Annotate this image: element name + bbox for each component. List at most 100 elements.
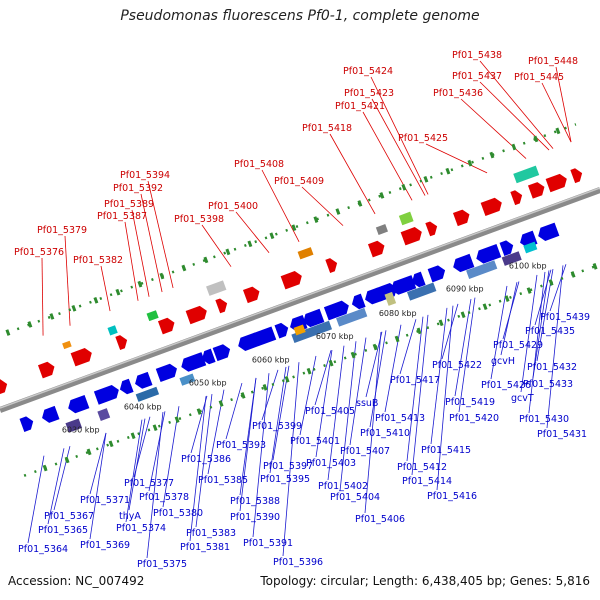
gene-label-bottom: Pf01_5410: [360, 428, 410, 439]
callout-line-bottom: [269, 366, 287, 474]
callout-line-bottom: [349, 337, 367, 446]
gene-label-bottom: Pf01_5404: [330, 492, 380, 503]
forward-strand-gene: [242, 286, 260, 304]
callout-line-bottom: [502, 281, 520, 340]
track-tick: [489, 151, 495, 159]
gene-label-bottom: Pf01_5439: [540, 312, 590, 323]
callout-line-top: [147, 180, 174, 289]
forward-strand-gene: [527, 182, 545, 199]
gene-label-top: Pf01_5445: [514, 72, 564, 83]
kbp-tick-label: 6030 kbp: [62, 425, 100, 434]
track-tick: [570, 271, 576, 278]
gene-label-top: Pf01_5421: [335, 101, 385, 112]
gene-feature-block: [407, 282, 437, 301]
callout-line-bottom: [490, 285, 508, 380]
gene-label-bottom: Pf01_5369: [80, 540, 130, 551]
callout-line-bottom: [133, 416, 151, 478]
gene-feature-block: [398, 211, 414, 226]
track-tick: [93, 296, 99, 304]
forward-strand-gene: [280, 271, 302, 290]
track-tick: [482, 303, 488, 311]
forward-strand-gene: [570, 168, 583, 184]
callout-line-bottom: [272, 365, 290, 461]
gene-label-bottom: Pf01_5419: [445, 397, 495, 408]
reverse-strand-gene: [119, 378, 134, 395]
callout-line-bottom: [546, 265, 564, 429]
reverse-strand-gene: [453, 253, 475, 273]
track-tick: [306, 367, 312, 375]
track-tick: [71, 305, 77, 312]
callout-line-bottom: [339, 341, 357, 492]
track-tick: [467, 159, 473, 167]
gene-feature-block: [97, 408, 111, 421]
gene-label-bottom: Pf01_5429: [493, 340, 543, 351]
gene-label-bottom: Pf01_5365: [38, 525, 88, 536]
gene-label-top: Pf01_5387: [97, 211, 147, 222]
forward-strand-gene: [115, 335, 128, 350]
track-tick: [526, 287, 532, 294]
gene-label-bottom: Pf01_5422: [432, 360, 482, 371]
forward-strand-gene: [37, 361, 55, 379]
gene-label-bottom: Pf01_5431: [537, 429, 587, 440]
callout-line-bottom: [314, 350, 332, 406]
track-tick: [379, 192, 385, 199]
callout-line-bottom: [89, 432, 107, 495]
gene-label-top: Pf01_5400: [208, 201, 258, 212]
gene-label-bottom: Pf01_5374: [116, 523, 166, 534]
gene-label-bottom: Pf01_5413: [375, 413, 425, 424]
gene-label-top: Pf01_5394: [120, 170, 170, 181]
reverse-strand-gene: [68, 394, 90, 414]
track-tick: [203, 256, 209, 264]
track-tick: [5, 329, 11, 336]
gene-label-top: Pf01_5438: [452, 50, 502, 61]
gene-label-bottom: Pf01_5367: [44, 511, 94, 522]
gene-label-bottom: Pf01_5407: [340, 446, 390, 457]
track-tick: [460, 311, 466, 319]
gene-label-top: Pf01_5437: [452, 71, 502, 82]
forward-strand-gene: [425, 221, 438, 237]
track-tick: [115, 288, 121, 296]
gene-label-bottom: Pf01_5380: [153, 508, 203, 519]
track-tick: [416, 327, 422, 335]
gene-label-bottom: Pf01_5401: [290, 436, 340, 447]
gene-label-bottom: Pf01_5388: [230, 496, 280, 507]
kbp-tick-label: 6040 kbp: [124, 403, 162, 412]
gene-feature-block: [297, 247, 314, 260]
gene-feature-block: [291, 320, 333, 344]
gene-feature-block: [466, 260, 498, 279]
kbp-tick-label: 6050 kbp: [189, 379, 227, 388]
track-tick: [401, 184, 407, 191]
reverse-strand-gene: [274, 322, 289, 339]
gene-label-bottom: Pf01_5432: [527, 362, 577, 373]
callout-line-top: [370, 76, 429, 195]
backbone-highlight: [0, 187, 600, 409]
forward-strand-gene: [452, 209, 470, 227]
reverse-strand-gene: [499, 240, 514, 256]
reverse-strand-gene: [411, 271, 426, 288]
gene-label-bottom: gcvT: [511, 393, 534, 404]
outer-track-line: [0, 123, 577, 337]
gene-label-top: Pf01_5382: [73, 255, 123, 266]
gene-label-bottom: Pf01_5417: [390, 375, 440, 386]
track-tick: [313, 216, 319, 223]
callout-line-top: [41, 257, 44, 336]
callout-line-bottom: [125, 419, 143, 523]
callout-line-top: [261, 169, 300, 242]
gene-label-bottom: Pf01_5393: [216, 440, 266, 451]
gene-label-top: Pf01_5376: [14, 247, 64, 258]
callout-line-bottom: [520, 274, 538, 393]
reverse-strand-gene: [538, 222, 560, 241]
kbp-tick-label: 6080 kbp: [379, 309, 417, 318]
gene-label-top: Pf01_5389: [104, 199, 154, 210]
gene-label-bottom: Pf01_5426: [481, 380, 531, 391]
reverse-strand-gene: [135, 371, 153, 389]
gene-label-bottom: Pf01_5433: [523, 379, 573, 390]
genome-backbone: [0, 187, 600, 413]
inner-track-line: [23, 263, 600, 477]
track-tick: [555, 127, 561, 135]
track-tick: [291, 224, 297, 232]
gene-label-bottom: Pf01_5386: [181, 454, 231, 465]
reverse-strand-gene: [391, 275, 417, 295]
gene-label-bottom: Pf01_5412: [397, 462, 447, 473]
